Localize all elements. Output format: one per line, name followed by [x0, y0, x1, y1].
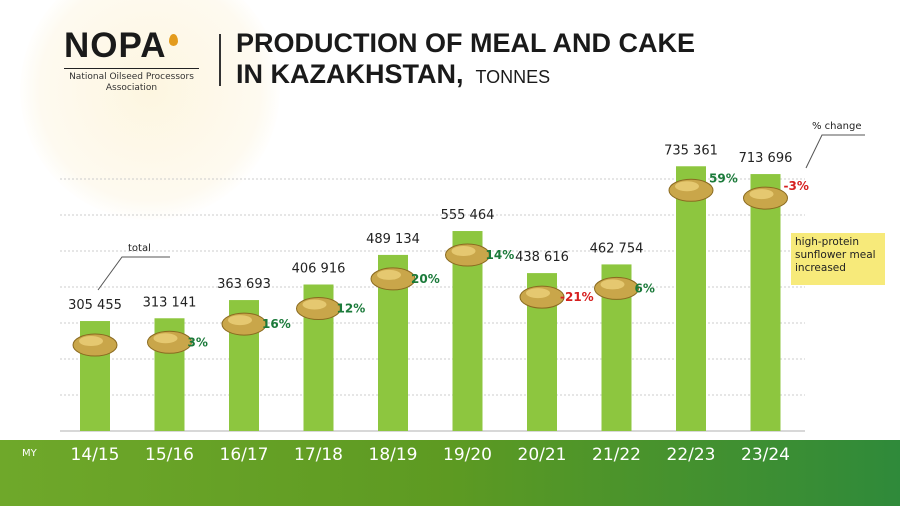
pct-change-label: 59% [709, 171, 738, 185]
pct-change-label: 16% [262, 317, 291, 331]
value-label: 438 616 [515, 250, 569, 265]
meal-pile-highlight [79, 336, 103, 347]
total-leader-line [97, 256, 170, 291]
total-annotation: total [128, 243, 151, 254]
bar [676, 166, 706, 432]
pct-leader-line [805, 134, 865, 169]
x-tick-label: 21/22 [592, 445, 641, 465]
x-tick-label: 18/19 [369, 445, 418, 465]
value-label: 305 455 [68, 298, 122, 313]
value-label: 462 754 [590, 241, 644, 256]
logo-subtitle: National Oilseed Processors Association [69, 72, 194, 93]
units-label: TONNES [475, 67, 551, 87]
value-label: 313 141 [143, 295, 197, 310]
meal-pile-highlight [228, 315, 252, 326]
value-label: 363 693 [217, 277, 271, 292]
meal-pile-highlight [526, 288, 550, 299]
meal-pile-highlight [302, 299, 327, 310]
meal-pile-highlight [749, 189, 774, 200]
x-tick-label: 23/24 [741, 445, 790, 465]
bar [750, 174, 781, 431]
pct-change-label: -3% [784, 179, 809, 193]
x-tick-label: 22/23 [667, 445, 716, 465]
value-label: 489 134 [366, 232, 420, 247]
nopa-logo: NOPA National Oilseed Processors Associat… [64, 28, 204, 94]
background-sun-ornament [20, 0, 280, 220]
x-tick-label: 16/17 [220, 445, 269, 465]
header-divider [219, 34, 221, 86]
axis-prefix: MY [22, 448, 37, 459]
pct-change-label: 6% [635, 281, 655, 295]
pct-change-label: 20% [411, 272, 440, 286]
pct-change-label: 3% [188, 335, 208, 349]
value-label: 735 361 [664, 143, 718, 158]
oil-drop-icon [168, 34, 178, 46]
x-tick-label: 17/18 [294, 445, 343, 465]
chart-title: PRODUCTION OF MEAL AND CAKE IN KAZAKHSTA… [236, 28, 695, 89]
meal-pile-highlight [451, 246, 476, 257]
pct-change-annotation: % change [812, 121, 861, 132]
x-tick-label: 20/21 [518, 445, 567, 465]
value-label: 555 464 [441, 208, 495, 223]
axis-band [0, 440, 900, 506]
pct-change-label: 14% [486, 248, 515, 262]
meal-pile-highlight [377, 269, 401, 280]
meal-pile-highlight [153, 333, 178, 344]
pct-change-label: 12% [337, 302, 366, 316]
value-label: 713 696 [739, 151, 793, 166]
x-tick-label: 19/20 [443, 445, 492, 465]
logo-wordmark: NOPA [64, 26, 167, 65]
meal-pile-highlight [600, 279, 625, 290]
x-tick-label: 15/16 [145, 445, 194, 465]
pct-change-label: -21% [560, 290, 594, 304]
value-label: 406 916 [292, 262, 346, 277]
x-tick-label: 14/15 [71, 445, 120, 465]
note-box: high-protein sunflower meal increased [791, 233, 885, 285]
meal-pile-highlight [675, 181, 699, 192]
